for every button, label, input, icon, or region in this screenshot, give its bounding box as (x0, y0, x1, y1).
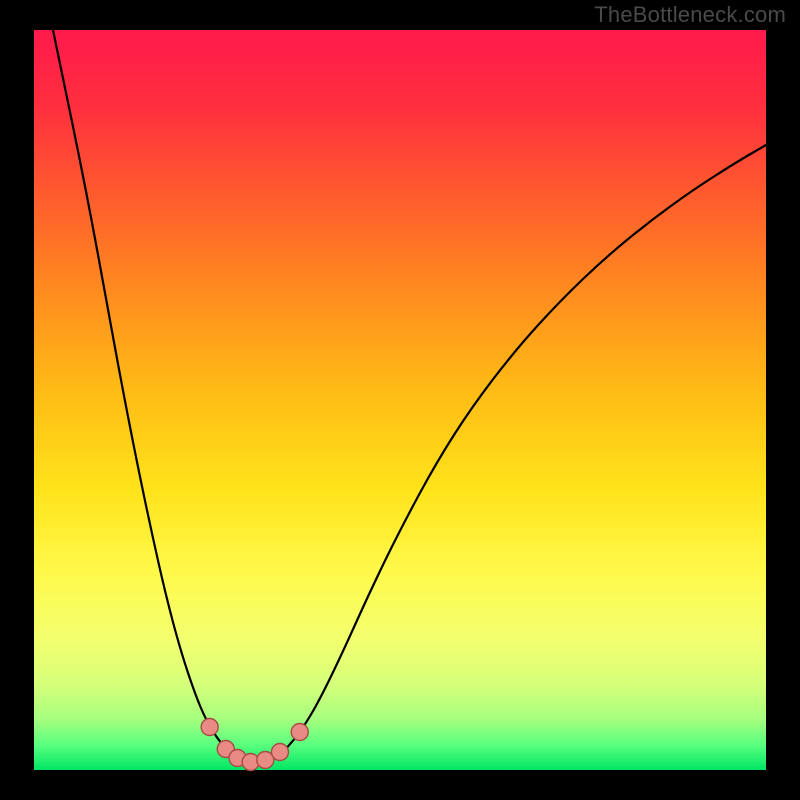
watermark-text: TheBottleneck.com (594, 2, 786, 28)
curve-marker (291, 724, 308, 741)
bottleneck-chart (0, 0, 800, 800)
plot-area (34, 30, 766, 770)
figure-root: TheBottleneck.com (0, 0, 800, 800)
curve-marker (201, 719, 218, 736)
curve-marker (271, 744, 288, 761)
